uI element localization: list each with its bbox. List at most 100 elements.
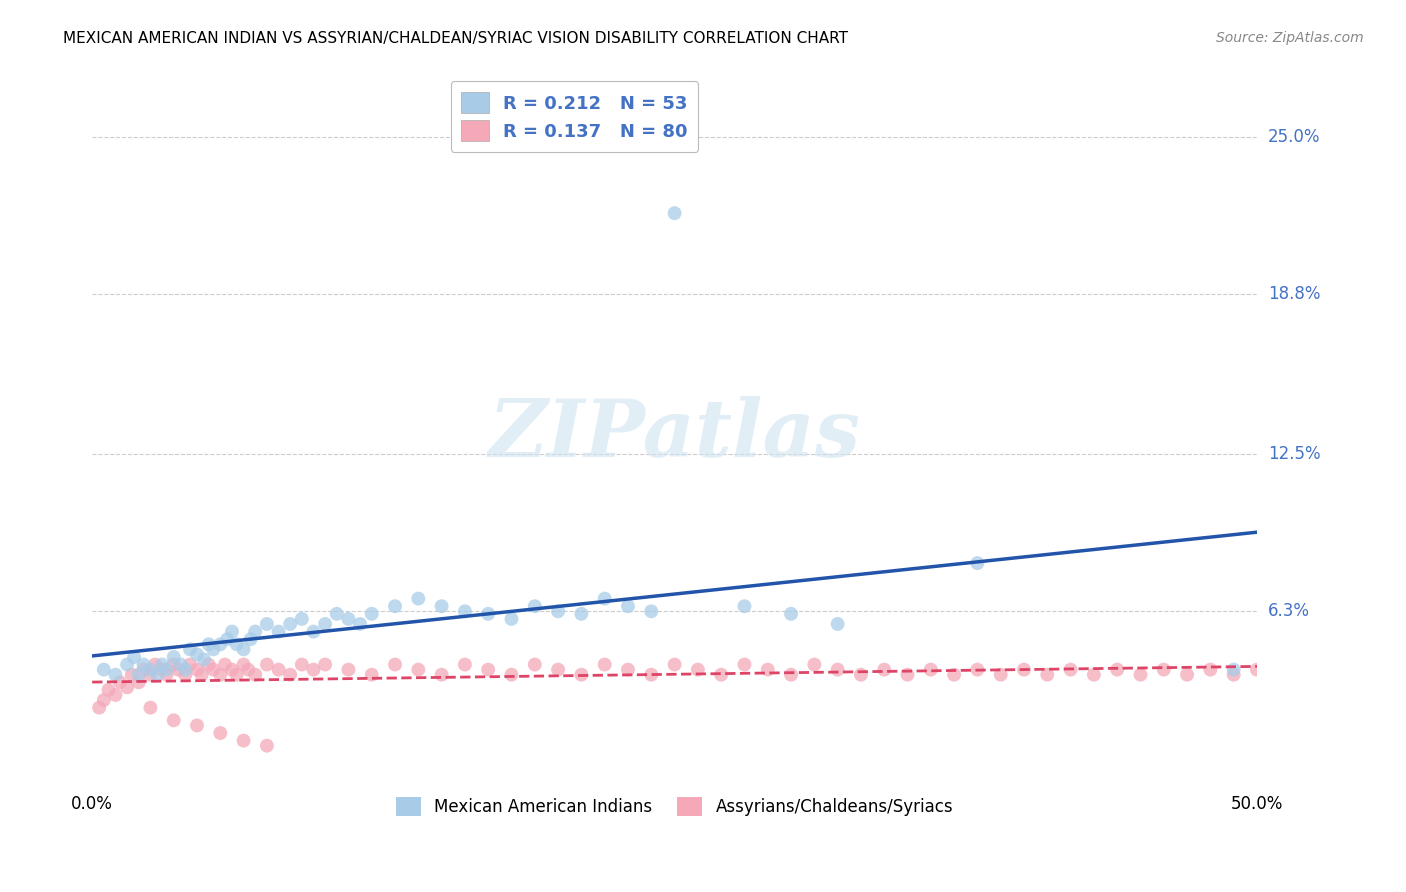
Point <box>360 607 382 621</box>
Point <box>108 675 131 690</box>
Point <box>617 599 640 614</box>
Point <box>190 667 212 681</box>
Point <box>156 667 179 681</box>
Point <box>1222 667 1244 681</box>
Point <box>179 642 201 657</box>
Point <box>239 632 262 647</box>
Point <box>174 663 197 677</box>
Point <box>132 663 155 677</box>
Point <box>302 624 325 639</box>
Point <box>104 688 127 702</box>
Point <box>1199 663 1222 677</box>
Point <box>337 612 360 626</box>
Point <box>571 607 593 621</box>
Point <box>1175 667 1198 681</box>
Point <box>193 652 215 666</box>
Point <box>302 663 325 677</box>
Point <box>163 714 186 728</box>
Point <box>256 739 278 753</box>
Point <box>238 663 260 677</box>
Point <box>314 617 336 632</box>
Point <box>150 657 173 672</box>
Point <box>93 663 115 677</box>
Point <box>115 657 138 672</box>
Point <box>384 599 406 614</box>
Point <box>349 617 371 632</box>
Point <box>733 599 755 614</box>
Text: MEXICAN AMERICAN INDIAN VS ASSYRIAN/CHALDEAN/SYRIAC VISION DISABILITY CORRELATIO: MEXICAN AMERICAN INDIAN VS ASSYRIAN/CHAL… <box>63 31 848 46</box>
Point <box>186 663 208 677</box>
Point <box>920 663 942 677</box>
Point <box>780 667 803 681</box>
Point <box>803 657 825 672</box>
Point <box>1153 663 1175 677</box>
Point <box>209 637 232 651</box>
Point <box>430 599 453 614</box>
Point <box>896 667 918 681</box>
Point <box>430 667 453 681</box>
Point <box>408 591 430 606</box>
Point <box>278 617 301 632</box>
Point <box>593 591 616 606</box>
Point <box>477 663 499 677</box>
Point <box>245 624 267 639</box>
Point <box>170 657 193 672</box>
Point <box>523 657 546 672</box>
Point <box>128 667 150 681</box>
Point <box>121 667 143 681</box>
Point <box>267 624 290 639</box>
Text: Source: ZipAtlas.com: Source: ZipAtlas.com <box>1216 31 1364 45</box>
Point <box>326 607 349 621</box>
Point <box>1083 667 1105 681</box>
Point <box>209 726 232 740</box>
Point <box>337 663 360 677</box>
Point <box>156 663 179 677</box>
Point <box>1222 663 1244 677</box>
Point <box>89 700 111 714</box>
Point <box>710 667 733 681</box>
Point <box>278 667 301 681</box>
Point <box>547 604 569 618</box>
Point <box>523 599 546 614</box>
Point <box>202 642 225 657</box>
Point <box>990 667 1012 681</box>
Point <box>202 663 225 677</box>
Point <box>214 657 236 672</box>
Point <box>360 667 382 681</box>
Point <box>873 663 896 677</box>
Point <box>128 675 150 690</box>
Point <box>827 617 849 632</box>
Point <box>186 718 208 732</box>
Point <box>150 663 173 677</box>
Point <box>93 693 115 707</box>
Point <box>664 206 686 220</box>
Point <box>256 617 278 632</box>
Point <box>232 642 254 657</box>
Point <box>197 657 219 672</box>
Point <box>267 663 290 677</box>
Point <box>232 733 254 747</box>
Legend: Mexican American Indians, Assyrians/Chaldeans/Syriacs: Mexican American Indians, Assyrians/Chal… <box>388 789 962 824</box>
Point <box>232 657 254 672</box>
Point <box>780 607 803 621</box>
Point <box>454 657 477 672</box>
Point <box>209 667 232 681</box>
Text: 25.0%: 25.0% <box>1268 128 1320 146</box>
Point <box>163 657 186 672</box>
Point <box>1107 663 1129 677</box>
Text: 6.3%: 6.3% <box>1268 602 1310 620</box>
Point <box>217 632 239 647</box>
Text: ZIPatlas: ZIPatlas <box>488 396 860 474</box>
Point <box>186 648 208 662</box>
Point <box>139 700 162 714</box>
Point <box>143 657 166 672</box>
Point <box>408 663 430 677</box>
Point <box>966 556 988 570</box>
Point <box>454 604 477 618</box>
Point <box>179 657 201 672</box>
Point <box>221 663 243 677</box>
Point <box>477 607 499 621</box>
Point <box>104 667 127 681</box>
Point <box>1012 663 1035 677</box>
Point <box>163 649 186 664</box>
